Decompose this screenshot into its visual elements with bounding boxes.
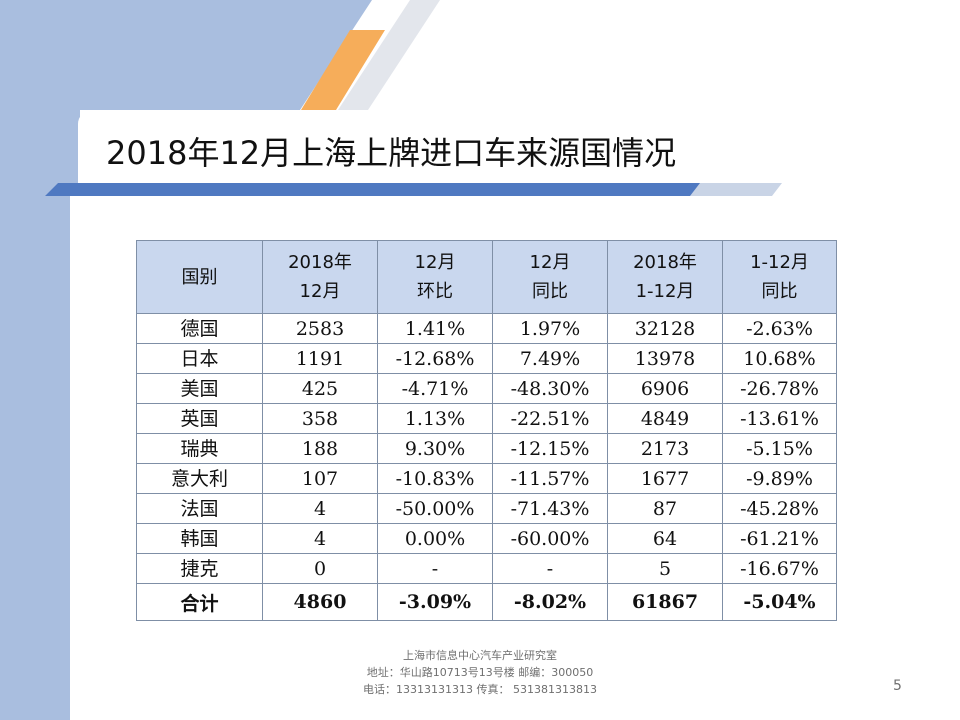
footer-phone: 电话：13313131313 传真： 531381313813 [363,683,597,696]
table-row: 美国 425 -4.71% -48.30% 6906 -26.78% [136,373,837,404]
value-cell: 4849 [607,403,723,434]
value-cell: -12.68% [377,343,493,374]
header-cell: 2018年 1-12月 [607,240,723,314]
header-cell: 国别 [136,240,263,314]
page-number: 5 [893,678,902,694]
import-source-table: 国别 2018年 12月 12月 环比 12月 同比 2018年 1-12月 1-12月 同比 德国… [136,240,837,621]
value-cell: 64 [607,523,723,554]
header-line: 同比 [761,281,798,302]
header-line: 2018年 [288,252,352,273]
header-cell: 1-12月同比 [722,240,837,314]
header-line: 12月 [529,252,571,273]
value-cell: 107 [262,463,378,494]
footer-org: 上海市信息中心汽车产业研究室 [403,649,557,662]
total-value-cell: 4860 [262,583,378,621]
header-line: 12月 [414,252,456,273]
value-cell: 425 [262,373,378,404]
table-row: 日本 1191 -12.68% 7.49% 13978 10.68% [136,343,837,374]
value-cell: 4 [262,493,378,524]
value-cell: 358 [262,403,378,434]
header-line: 同比 [532,281,568,302]
value-cell: -26.78% [722,373,837,404]
title-underline-bar-dark [45,183,700,196]
value-cell: -50.00% [377,493,493,524]
header-cell: 12月同比 [492,240,608,314]
value-cell: 4 [262,523,378,554]
table-row: 法国 4 -50.00% -71.43% 87 -45.28% [136,493,837,524]
value-cell: 7.49% [492,343,608,374]
country-cell: 德国 [136,313,263,344]
value-cell: 9.30% [377,433,493,464]
value-cell: - [377,553,493,584]
orange-diagonal-stripe [301,30,385,110]
value-cell: -12.15% [492,433,608,464]
value-cell: 1677 [607,463,723,494]
value-cell: -13.61% [722,403,837,434]
table-row: 瑞典 188 9.30% -12.15% 2173 -5.15% [136,433,837,464]
header-line: 环比 [417,281,453,302]
country-cell: 捷克 [136,553,263,584]
table-row: 德国 2583 1.41% 1.97% 32128 -2.63% [136,313,837,344]
header-line: 国别 [181,266,218,288]
value-cell: -71.43% [492,493,608,524]
header-line: 1-12月 [750,252,809,273]
value-cell: -16.67% [722,553,837,584]
value-cell: -9.89% [722,463,837,494]
total-value-cell: 61867 [607,583,723,621]
header-cell: 2018年 12月 [262,240,378,314]
value-cell: -48.30% [492,373,608,404]
table-header-row: 国别 2018年 12月 12月 环比 12月 同比 2018年 1-12月 1-12月 同比 [136,240,837,314]
value-cell: -61.21% [722,523,837,554]
total-label-cell: 合计 [136,583,263,621]
value-cell: - [492,553,608,584]
country-cell: 瑞典 [136,433,263,464]
country-cell: 法国 [136,493,263,524]
table-row: 意大利 107 -10.83% -11.57% 1677 -9.89% [136,463,837,494]
value-cell: -10.83% [377,463,493,494]
value-cell: 2583 [262,313,378,344]
value-cell: -2.63% [722,313,837,344]
light-diagonal-stripe [338,0,440,110]
value-cell: 10.68% [722,343,837,374]
value-cell: -11.57% [492,463,608,494]
value-cell: 5 [607,553,723,584]
country-cell: 日本 [136,343,263,374]
header-line: 2018年 [633,252,697,273]
header-line: 1-12月 [635,281,695,302]
value-cell: 0.00% [377,523,493,554]
country-cell: 意大利 [136,463,263,494]
total-value-cell: -8.02% [492,583,608,621]
value-cell: 1.97% [492,313,608,344]
header-cell: 12月环比 [377,240,493,314]
value-cell: 1.41% [377,313,493,344]
value-cell: 188 [262,433,378,464]
table-total-row: 合计 4860 -3.09% -8.02% 61867 -5.04% [136,583,837,621]
value-cell: 2173 [607,433,723,464]
value-cell: -22.51% [492,403,608,434]
country-cell: 美国 [136,373,263,404]
table-row: 韩国 4 0.00% -60.00% 64 -61.21% [136,523,837,554]
value-cell: -60.00% [492,523,608,554]
total-value-cell: -5.04% [722,583,837,621]
country-cell: 英国 [136,403,263,434]
table-row: 捷克 0- -5 -16.67% [136,553,837,584]
value-cell: 1191 [262,343,378,374]
value-cell: 13978 [607,343,723,374]
value-cell: 6906 [607,373,723,404]
value-cell: 32128 [607,313,723,344]
page-title: 2018年12月上海上牌进口车来源国情况 [106,134,677,172]
table-row: 英国 358 1.13% -22.51% 4849 -13.61% [136,403,837,434]
value-cell: 0 [262,553,378,584]
total-value-cell: -3.09% [377,583,493,621]
value-cell: -4.71% [377,373,493,404]
value-cell: -5.15% [722,433,837,464]
footer-address: 地址：华山路10713号13号楼 邮编：300050 [366,666,594,679]
value-cell: -45.28% [722,493,837,524]
country-cell: 韩国 [136,523,263,554]
header-line: 12月 [299,281,341,302]
value-cell: 1.13% [377,403,493,434]
left-blue-panel [0,0,372,720]
value-cell: 87 [607,493,723,524]
